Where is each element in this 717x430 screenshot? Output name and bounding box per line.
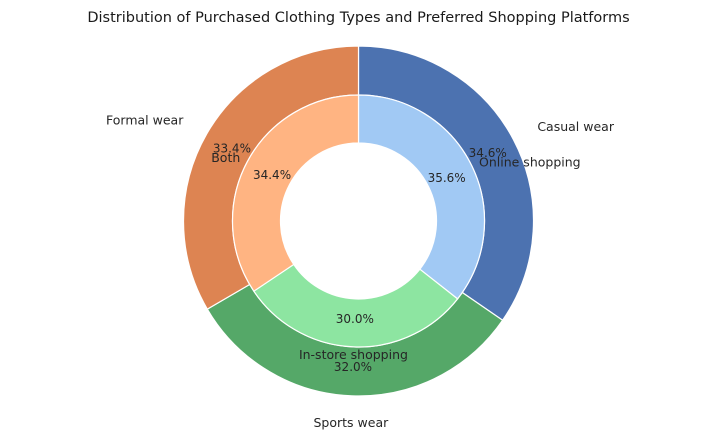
- slice-label-in-store-shopping: In-store shopping: [299, 347, 408, 362]
- slice-label-online-shopping: Online shopping: [479, 154, 581, 169]
- slice-label-formal-wear: Formal wear: [106, 112, 184, 127]
- slice-label-casual-wear: Casual wear: [537, 119, 615, 134]
- pct-label-formal-wear: 33.4%: [213, 141, 251, 155]
- pct-label-both: 34.4%: [253, 168, 291, 182]
- inner-ring: [231, 94, 486, 348]
- pct-label-casual-wear: 34.6%: [469, 146, 507, 160]
- pct-label-sports-wear: 32.0%: [334, 360, 372, 374]
- slice-both: [231, 94, 360, 292]
- chart-labels: 34.6% Casual wear 32.0% Sports wear 33.4% For…: [106, 112, 615, 429]
- slice-in-store-shopping: [253, 263, 459, 348]
- slice-label-both: Both: [211, 150, 240, 165]
- chart-title: Distribution of Purchased Clothing Types…: [87, 10, 629, 26]
- pct-label-in-store-shopping: 30.0%: [336, 312, 374, 326]
- slice-online-shopping: [357, 94, 486, 300]
- slice-label-sports-wear: Sports wear: [314, 415, 390, 430]
- pct-label-online-shopping: 35.6%: [428, 171, 466, 185]
